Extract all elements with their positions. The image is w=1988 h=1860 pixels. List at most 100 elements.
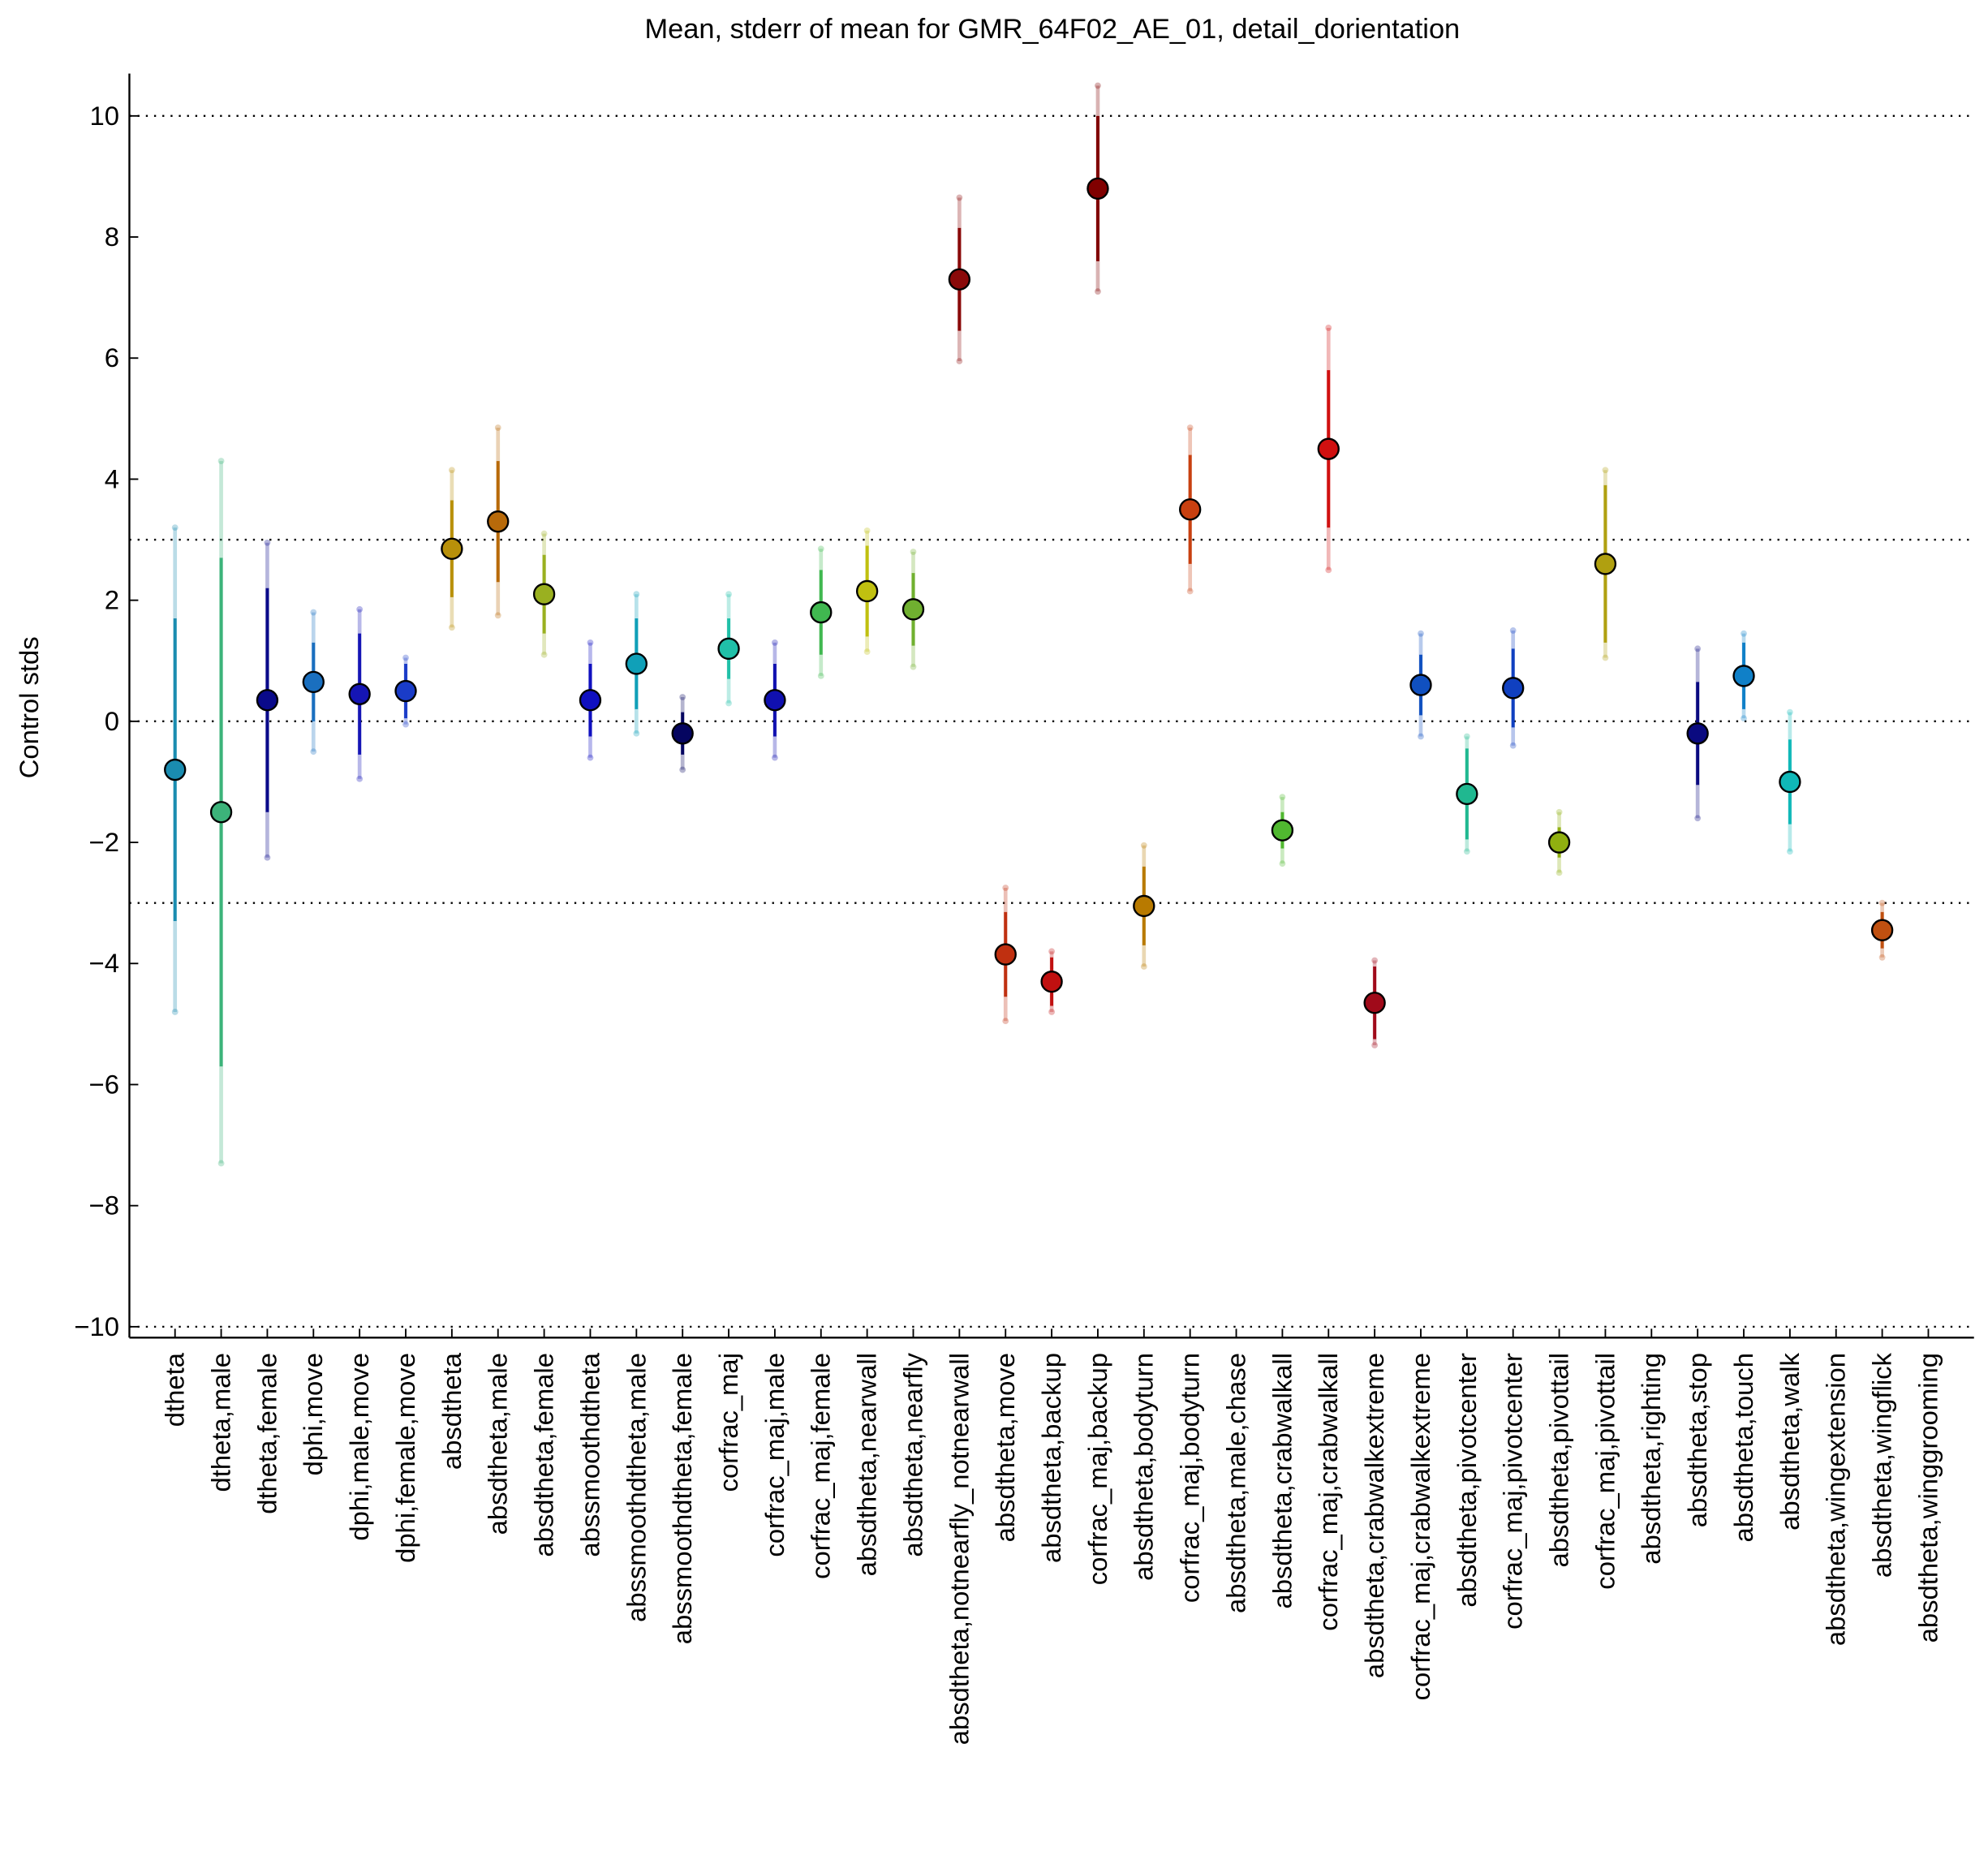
mean-marker <box>1179 498 1202 521</box>
y-axis-label: Control stds <box>14 636 44 778</box>
outer-error-cap <box>1186 424 1194 431</box>
x-tick-label: absdtheta,female <box>529 1353 559 1557</box>
outer-error-cap <box>448 624 455 631</box>
y-tick-label: −10 <box>74 1311 119 1341</box>
outer-error-cap <box>1694 645 1702 652</box>
mean-marker <box>764 689 786 712</box>
outer-error-cap <box>540 530 548 537</box>
outer-error-cap <box>679 694 686 700</box>
mean-marker <box>855 579 879 603</box>
mean-marker <box>671 722 694 745</box>
x-tick-label: corfrac_maj,bodyturn <box>1175 1353 1205 1603</box>
outer-error-cap <box>1095 82 1101 89</box>
x-tick-label: absdtheta,wingflick <box>1867 1352 1897 1578</box>
x-tick-label: corfrac_maj,pivottail <box>1590 1353 1620 1590</box>
mean-marker <box>394 679 417 703</box>
outer-error-cap <box>1140 842 1147 849</box>
outer-error-cap <box>1694 815 1702 822</box>
outer-error-cap <box>772 754 778 761</box>
y-tick-label: −8 <box>89 1190 119 1221</box>
outer-error-cap <box>356 775 364 782</box>
outer-error-cap <box>1418 630 1424 637</box>
outer-error-cap <box>1325 566 1332 574</box>
mean-marker <box>1594 553 1617 575</box>
outer-error-cap <box>1048 1009 1055 1015</box>
outer-error-cap <box>956 358 963 364</box>
outer-error-cap <box>264 539 271 546</box>
x-tick-label: absdtheta,backup <box>1036 1353 1066 1563</box>
outer-error-cap <box>817 672 824 679</box>
outer-error-cap <box>1463 733 1470 740</box>
mean-marker <box>1456 782 1478 806</box>
mean-marker <box>1409 674 1432 696</box>
x-tick-label: dphi,move <box>298 1353 328 1475</box>
outer-error-cap <box>402 654 409 661</box>
outer-error-cap <box>1095 288 1101 295</box>
y-tick-label: 6 <box>105 342 119 372</box>
x-tick-label: abssmoothdtheta <box>574 1352 605 1556</box>
outer-error-cap <box>1602 467 1609 474</box>
x-tick-label: absdtheta <box>437 1352 467 1470</box>
outer-error-cap <box>1509 742 1517 749</box>
mean-marker <box>1133 894 1155 918</box>
x-tick-label: absdtheta,nearfly <box>897 1352 927 1556</box>
outer-error-cap <box>1002 1018 1009 1025</box>
x-tick-label: corfrac_maj,crabwalkextreme <box>1405 1353 1435 1700</box>
x-tick-label: dtheta <box>160 1352 190 1427</box>
outer-error-cap <box>1556 869 1563 876</box>
x-tick-label: corfrac_maj,pivotcenter <box>1498 1353 1528 1630</box>
mean-marker <box>717 637 740 661</box>
x-tick-label: dtheta,female <box>252 1353 282 1514</box>
mean-marker <box>256 689 279 712</box>
outer-error-cap <box>725 591 732 598</box>
mean-marker <box>579 689 602 712</box>
x-tick-label: dtheta,male <box>206 1353 236 1492</box>
x-tick-label: absdtheta,walk <box>1775 1352 1805 1530</box>
mean-marker <box>302 670 325 694</box>
mean-marker <box>1363 992 1386 1014</box>
outer-error-cap <box>587 754 594 761</box>
x-tick-label: absdtheta,male <box>483 1353 513 1535</box>
x-tick-label: absdtheta,pivotcenter <box>1452 1353 1482 1608</box>
mean-marker <box>901 598 925 621</box>
x-tick-label: absdtheta,righting <box>1636 1353 1666 1565</box>
outer-error-cap <box>310 748 317 756</box>
mean-marker <box>1317 437 1340 460</box>
mean-marker <box>1870 919 1894 941</box>
outer-error-cap <box>910 663 917 670</box>
x-tick-label: dphi,female,move <box>390 1353 420 1563</box>
mean-marker <box>810 601 833 624</box>
outer-error-cap <box>1371 1042 1379 1048</box>
outer-error-cap <box>1556 808 1563 816</box>
mean-marker <box>1732 665 1755 687</box>
x-tick-label: abssmoothdtheta,male <box>621 1353 651 1622</box>
mean-marker <box>209 801 233 824</box>
mean-marker <box>1686 722 1709 745</box>
y-tick-label: 4 <box>105 463 119 493</box>
outer-error-cap <box>633 591 640 598</box>
mean-marker <box>1040 970 1063 993</box>
outer-error-cap <box>725 700 732 707</box>
x-tick-label: absdtheta,winggrooming <box>1913 1353 1943 1643</box>
outer-error-cap <box>494 424 501 431</box>
x-tick-label: absdtheta,touch <box>1728 1353 1758 1542</box>
outer-error-cap <box>863 648 871 655</box>
outer-error-cap <box>171 524 179 532</box>
chart-title: Mean, stderr of mean for GMR_64F02_AE_01… <box>645 14 1461 45</box>
outer-error-cap <box>402 721 409 728</box>
outer-error-cap <box>217 1160 225 1167</box>
x-tick-label: corfrac_maj,backup <box>1082 1353 1112 1585</box>
outer-error-cap <box>1371 957 1379 964</box>
x-tick-label: absdtheta,stop <box>1682 1353 1712 1527</box>
x-tick-label: absdtheta,wingextension <box>1821 1353 1851 1646</box>
x-tick-label: corfrac_maj <box>713 1353 743 1492</box>
x-tick-label: absdtheta,bodyturn <box>1129 1353 1159 1581</box>
outer-error-cap <box>1509 627 1517 634</box>
outer-error-cap <box>1186 588 1194 595</box>
outer-error-cap <box>1418 733 1424 740</box>
x-tick-label: corfrac_maj,male <box>759 1353 790 1557</box>
outer-error-cap <box>587 639 594 646</box>
outer-error-cap <box>310 609 317 616</box>
outer-error-cap <box>1140 963 1147 970</box>
